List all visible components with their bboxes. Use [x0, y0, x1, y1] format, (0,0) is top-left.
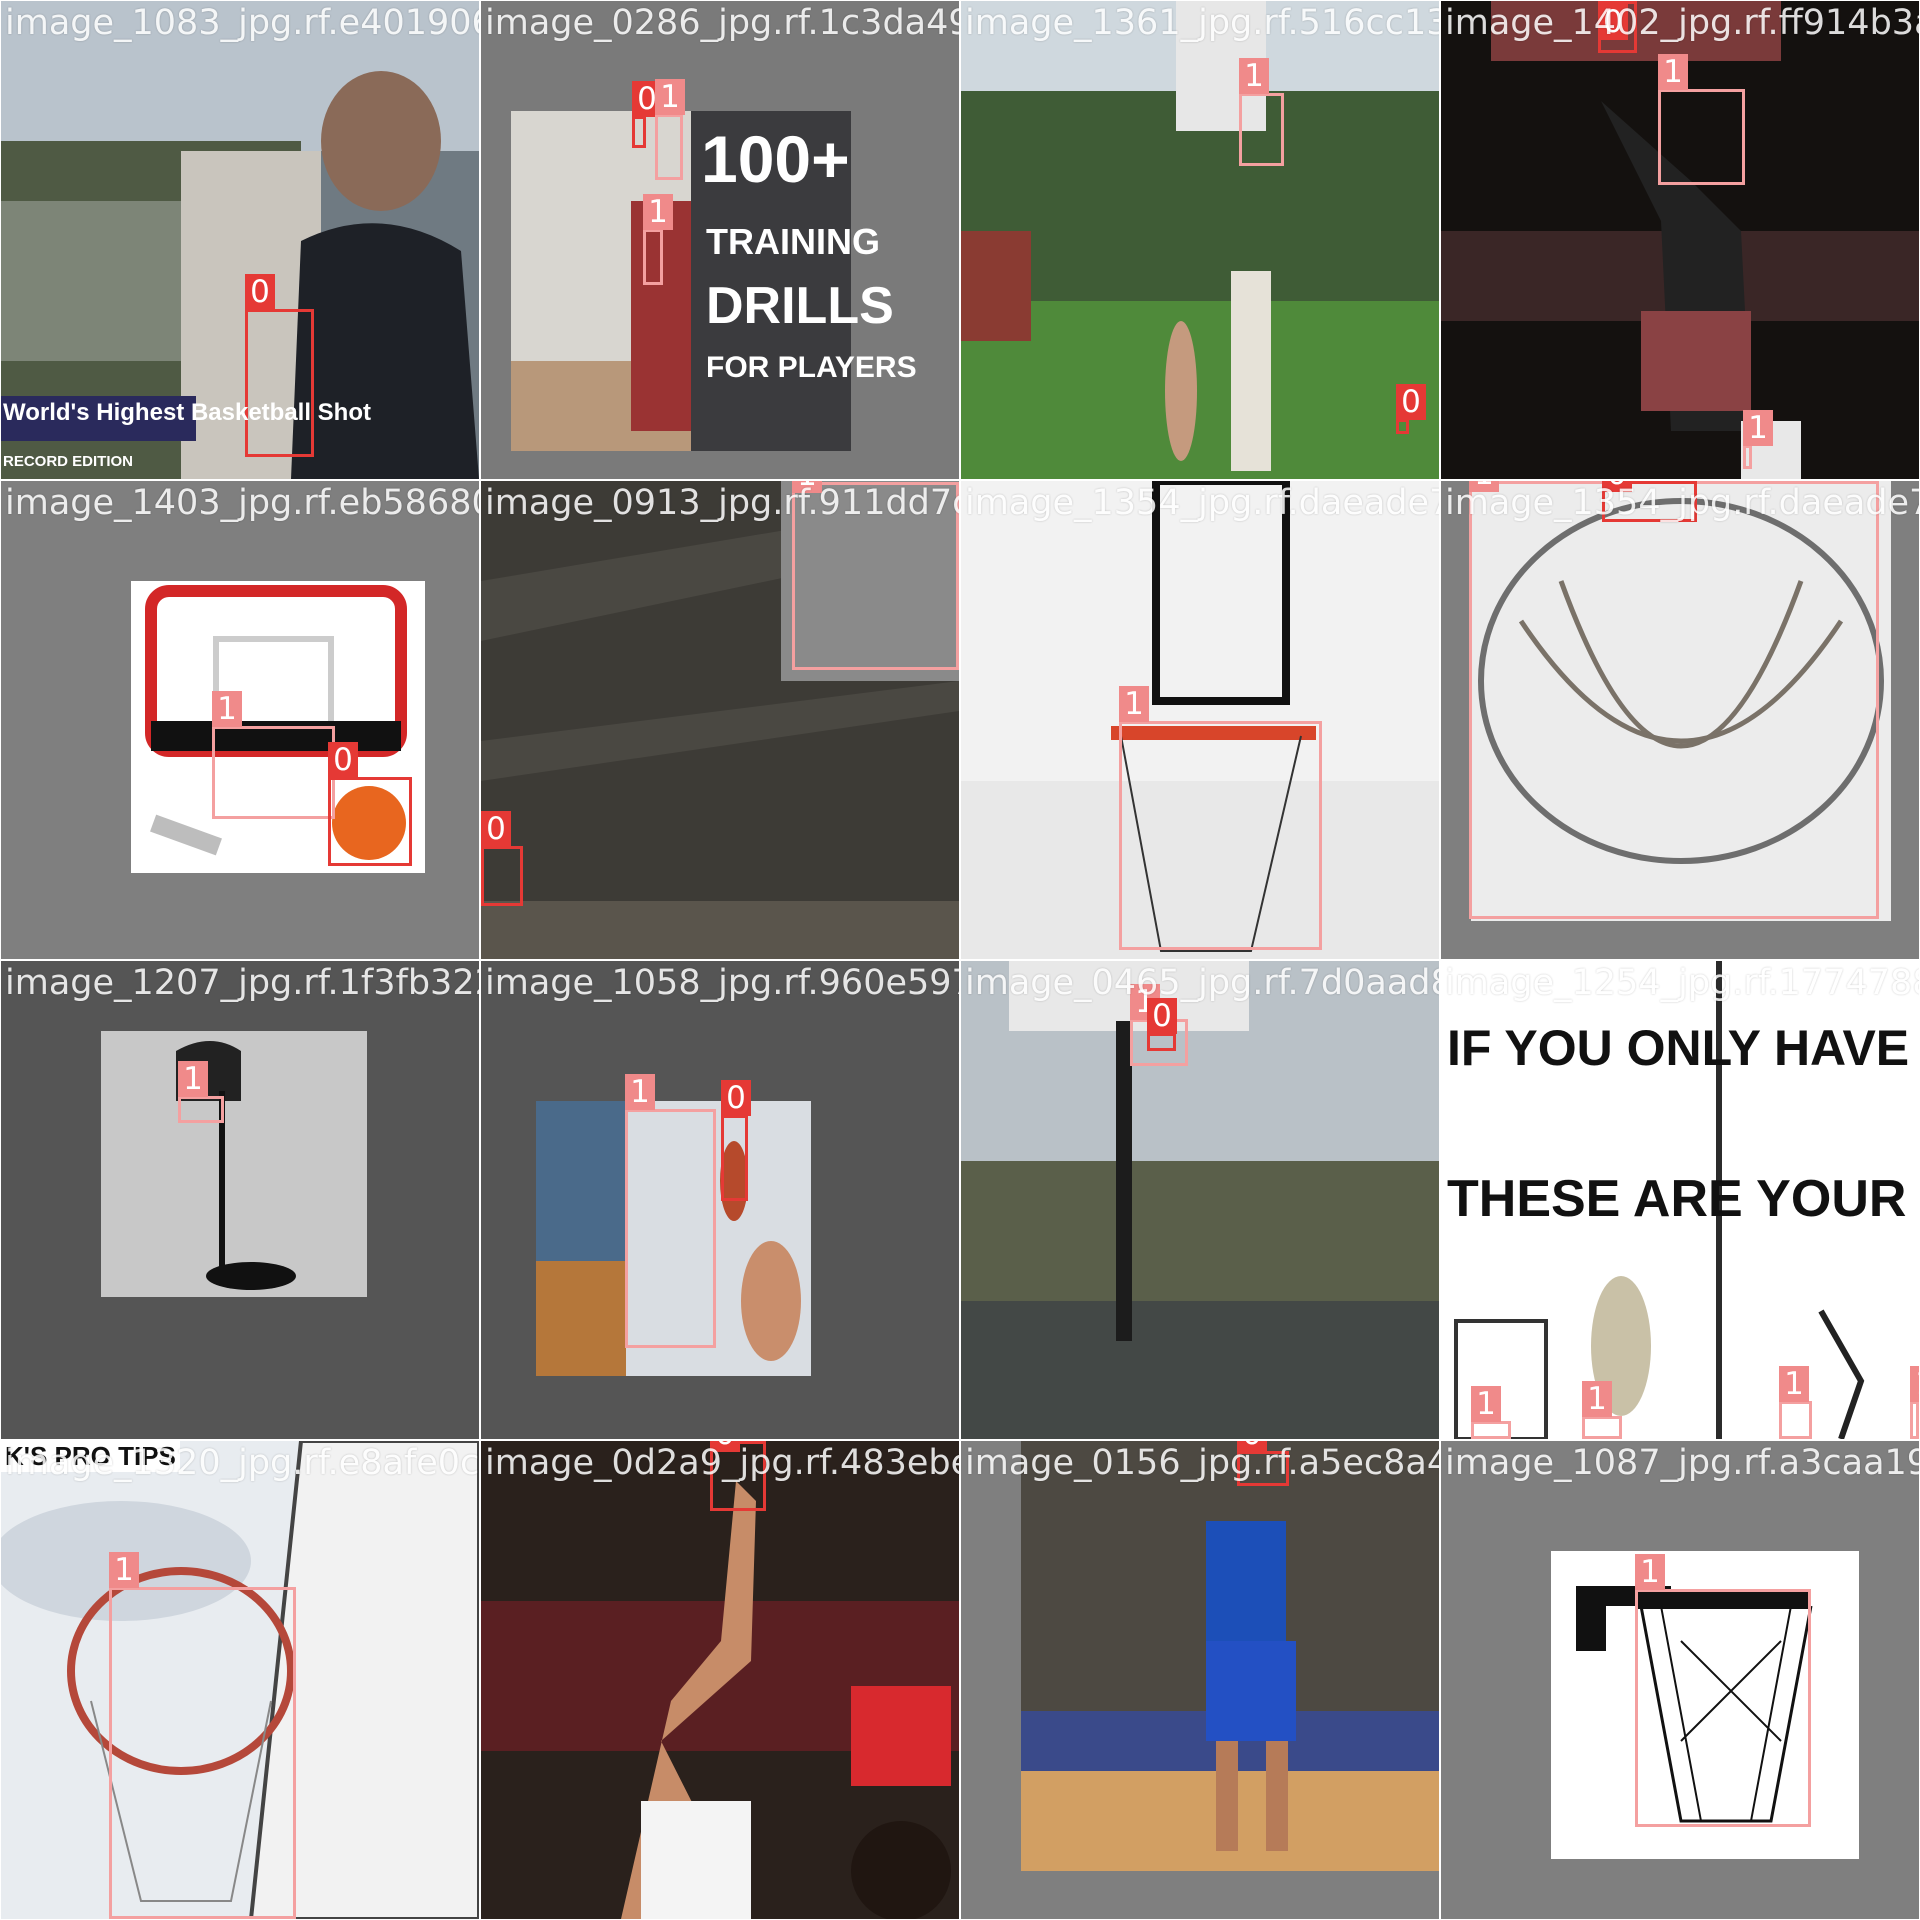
- box-hoop: 1: [1635, 1554, 1811, 1827]
- tile-player-shot: 0 image_0d2a9_jpg.rf.483ebeb9243886f59: [481, 1441, 959, 1919]
- box-ball: 0: [632, 81, 662, 148]
- corner-text: K'S PRO TIPS: [1, 1441, 180, 1472]
- box-ball: 0: [1147, 998, 1177, 1051]
- scene-rooftop: [1, 1, 479, 479]
- scene-outdoor: [961, 1, 1439, 479]
- scene-jersey: [961, 1441, 1439, 1919]
- box-ball: 0: [481, 811, 523, 906]
- tile-portable-hoop: 1 image_1207_jpg.rf.1f3fb3224f1709195658: [1, 961, 479, 1439]
- box-hoop: 1: [1910, 1366, 1919, 1439]
- box-hoop: 1: [625, 1074, 716, 1348]
- tile-outdoor-hoop: 1 0 image_1361_jpg.rf.516cc13eeaae7e2602…: [961, 1, 1439, 479]
- poster-line-1: 100+: [701, 122, 850, 196]
- scene-child: [481, 961, 959, 1439]
- box-ball: 0: [1598, 1, 1637, 53]
- box-hoop: 1: [109, 1552, 296, 1919]
- box-ball: 0: [710, 1441, 766, 1511]
- box-ball: 0: [1237, 1441, 1289, 1486]
- tile-court-hoop: 1 0 image_0465_jpg.rf.7d0aad8e43e7726129…: [961, 961, 1439, 1439]
- box-ball: 0: [1602, 481, 1697, 522]
- box-hoop: 1: [1779, 1366, 1812, 1439]
- box-ball: 0: [328, 742, 412, 866]
- box-hoop: 1: [792, 481, 959, 670]
- scene-drawing: [1441, 1441, 1919, 1919]
- caption-subtitle: RECORD EDITION: [3, 453, 134, 470]
- scene-court: [961, 961, 1439, 1439]
- box-hoop: 1: [1743, 410, 1773, 469]
- box-ball: 0: [721, 1080, 751, 1201]
- tile-hoop-drawing: 1 image_1087_jpg.rf.a3caa19: [1441, 1441, 1919, 1919]
- scene-training: [481, 1, 959, 479]
- tile-sky-hoop: K'S PRO TIPS 1 image_1320_jpg.rf.e8afe0c: [1, 1441, 479, 1919]
- box-hoop: 1: [1471, 1386, 1511, 1439]
- tile-arena-dunk: 0 1 1 image_1402_jpg.rf.ff914b3a: [1441, 1, 1919, 479]
- tile-jersey-shot: 0 image_0156_jpg.rf.a5ec8a4e61981087b40: [961, 1441, 1439, 1919]
- tile-white-backboard: 1 image_1354_jpg.rf.daeade7: [961, 481, 1439, 959]
- caption-title: World's Highest Basketball Shot: [3, 399, 371, 426]
- scene-player: [481, 1441, 959, 1919]
- scene-blurry: [481, 481, 959, 959]
- box-hoop: 1: [1130, 984, 1188, 1066]
- tile-rooftop-shot: 0 World's Highest Basketball Shot RECORD…: [1, 1, 479, 479]
- poster-line-2: TRAINING: [706, 221, 880, 262]
- poster-line-4: FOR PLAYERS: [706, 351, 917, 384]
- box-hoop: 1: [643, 194, 673, 285]
- tile-blurry-net: 1 0 image_0913_jpg.rf.911dd7c6: [481, 481, 959, 959]
- box-ball: 0: [245, 274, 314, 457]
- scene-options: [1441, 961, 1919, 1439]
- tile-training-poster: 100+ TRAINING DRILLS FOR PLAYERS 0 1 1 i…: [481, 1, 959, 479]
- scene-portable: [1, 961, 479, 1439]
- poster-line-1: IF YOU ONLY HAVE A P: [1447, 1020, 1919, 1076]
- tile-child-hoop: 1 0 image_1058_jpg.rf.960e597a1a3d8: [481, 961, 959, 1439]
- box-hoop: 1: [1582, 1381, 1622, 1439]
- box-hoop: 1: [1469, 481, 1879, 919]
- box-hoop: 1: [1119, 686, 1322, 950]
- tile-net-closeup: 1 0 image_1354_jpg.rf.daeade7: [1441, 481, 1919, 959]
- poster-line-2: THESE ARE YOUR OPTI: [1447, 1170, 1919, 1228]
- scene-white-board: [961, 481, 1439, 959]
- tile-mini-hoop: 1 0 image_1403_jpg.rf.eb58680971339412f6…: [1, 481, 479, 959]
- box-hoop: 1: [1658, 54, 1745, 185]
- box-hoop: 1: [178, 1061, 224, 1123]
- box-hoop: 1: [655, 79, 685, 180]
- scene-net-closeup: [1441, 481, 1919, 959]
- tile-options-poster: IF YOU ONLY HAVE A P THESE ARE YOUR OPTI…: [1441, 961, 1919, 1439]
- box-hoop: 1: [1239, 58, 1284, 166]
- poster-line-3: DRILLS: [706, 277, 894, 335]
- box-hoop: 1: [212, 691, 335, 819]
- box-ball: 0: [1396, 384, 1426, 434]
